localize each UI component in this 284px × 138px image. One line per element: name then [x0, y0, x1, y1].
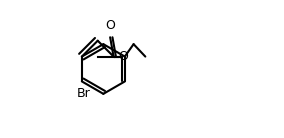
- Text: Br: Br: [76, 87, 90, 100]
- Text: O: O: [118, 50, 128, 63]
- Text: O: O: [105, 19, 115, 32]
